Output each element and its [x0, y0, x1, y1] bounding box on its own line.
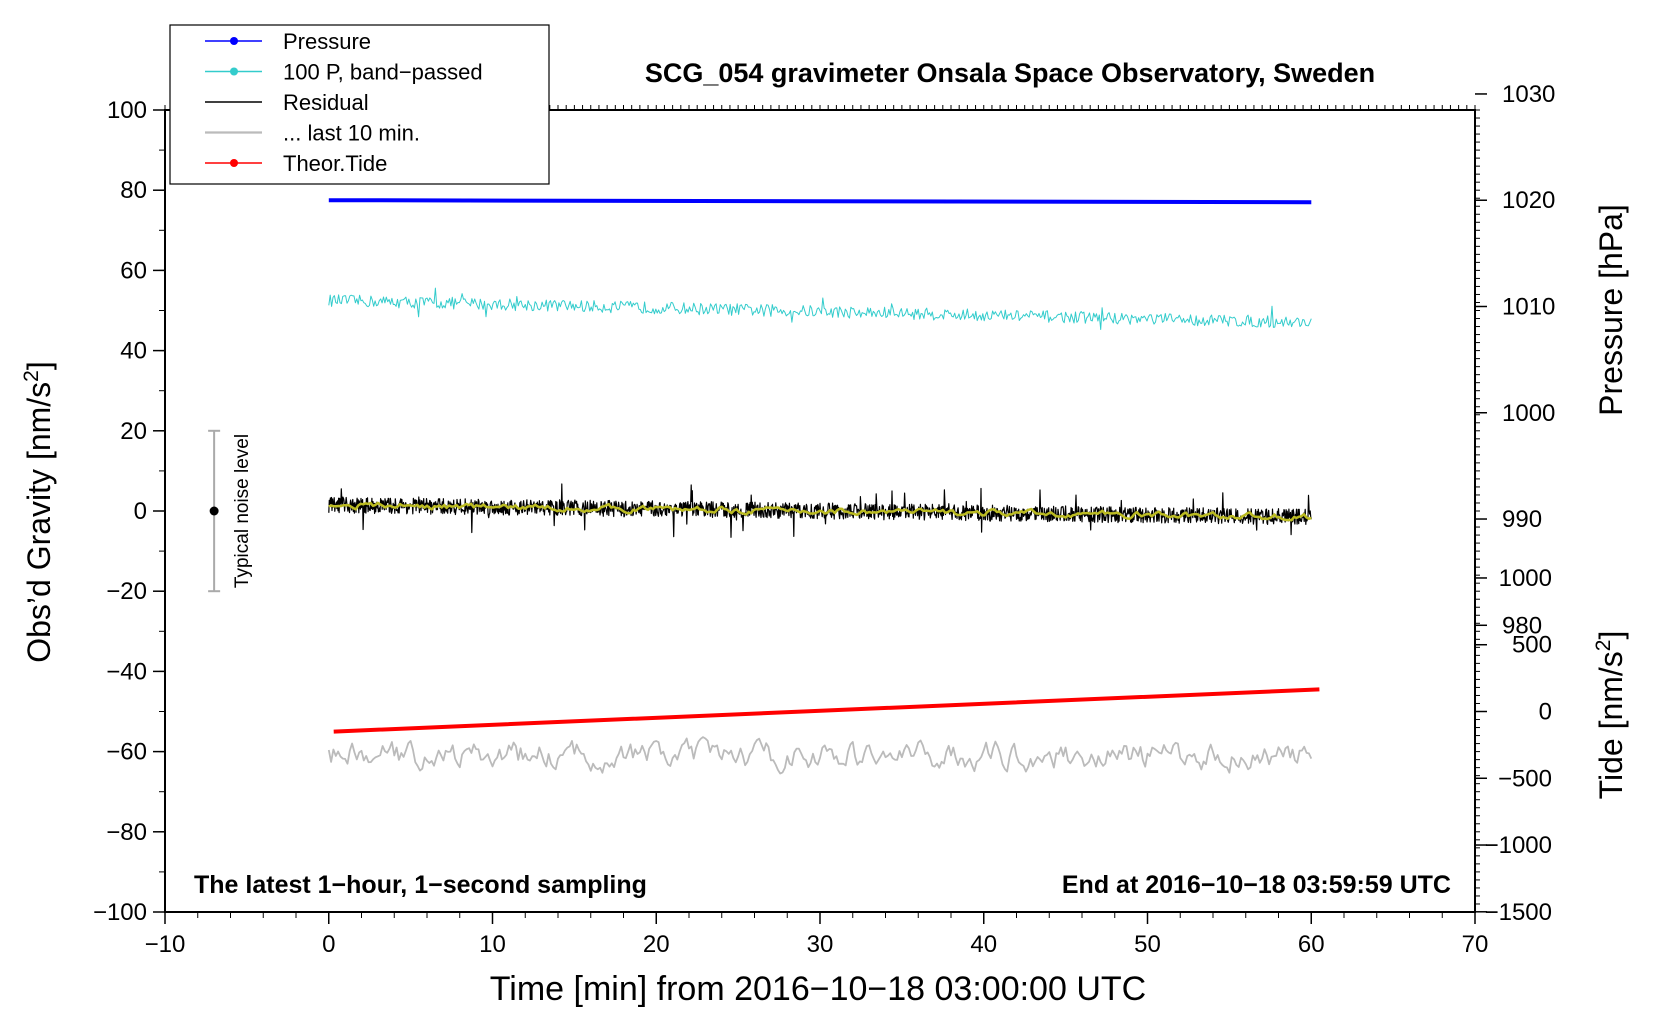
- y-tick-label: 100: [107, 97, 147, 124]
- legend-box: [169, 24, 550, 185]
- tide-tick-label: −1500: [1485, 899, 1552, 926]
- pressure-tick-label: 1000: [1502, 400, 1555, 427]
- y-tick-label: −20: [106, 578, 147, 605]
- x-tick-label: 0: [322, 931, 335, 958]
- series-residual-smoothed: [328, 501, 1312, 522]
- legend-label: ... last 10 min.: [283, 121, 420, 146]
- tide-tick-label: 0: [1539, 699, 1552, 726]
- tide-tick-label: −500: [1498, 765, 1552, 792]
- noise-bar: Typical noise level: [208, 429, 253, 593]
- pressure-axis-label: Pressure [hPa]: [1593, 204, 1629, 416]
- tide-axis-label-sup: 2: [1592, 640, 1615, 652]
- pressure-tick-label: 1010: [1502, 293, 1555, 320]
- x-tick-label: 20: [643, 931, 670, 958]
- tide-tick-label: −1000: [1485, 832, 1552, 859]
- series-residual: [328, 483, 1312, 538]
- x-tick-label: 30: [807, 931, 834, 958]
- y-tick-label: −80: [106, 819, 147, 846]
- legend-label: Residual: [283, 90, 369, 115]
- legend-label: Pressure: [283, 29, 371, 54]
- series-last-10-min: [327, 736, 1313, 775]
- y-axis-label: Obs’d Gravity [nm/s2]: [20, 361, 57, 663]
- x-tick-label: 50: [1134, 931, 1161, 958]
- legend-marker: [230, 159, 238, 167]
- tide-tick-label: 1000: [1499, 565, 1552, 592]
- x-tick-label: 10: [479, 931, 506, 958]
- pressure-axis: 1030 1020 1010 1000 990 980: [1475, 81, 1555, 639]
- y-tick-label: 40: [120, 338, 147, 365]
- tide-tick-label: 500: [1512, 632, 1552, 659]
- series-100-p-band-passed: [328, 287, 1312, 330]
- pressure-tick-label: 1020: [1502, 187, 1555, 214]
- tide-axis-label-close: ]: [1593, 631, 1629, 640]
- y-tick-label: 0: [134, 498, 147, 525]
- pressure-tick-label: 980: [1502, 612, 1542, 639]
- y-tick-label: 20: [120, 418, 147, 445]
- y-axis: 100 80 60 40 20 0 −20 −40 −60 −80 −100: [93, 97, 1480, 926]
- y-tick-label: 80: [120, 177, 147, 204]
- y-axis-label-sup: 2: [20, 370, 43, 382]
- noise-bar-center-point: [209, 506, 219, 516]
- pressure-tick-label: 1030: [1502, 81, 1555, 108]
- y-tick-label: −100: [93, 899, 147, 926]
- legend-marker: [230, 37, 238, 45]
- annotation-end-time: End at 2016−10−18 03:59:59 UTC: [1062, 871, 1451, 899]
- x-tick-label: −10: [145, 931, 186, 958]
- series-layer: [327, 198, 1320, 775]
- legend-marker: [230, 67, 238, 76]
- y-tick-label: −40: [106, 658, 147, 685]
- x-tick-label: 40: [970, 931, 997, 958]
- x-axis-label: Time [min] from 2016−10−18 03:00:00 UTC: [490, 970, 1146, 1008]
- legend-label: 100 P, band−passed: [283, 60, 483, 85]
- x-tick-label: 70: [1462, 931, 1489, 958]
- x-axis: −10 0 10 20 30 40 50 60 70: [145, 105, 1489, 958]
- x-tick-label: 60: [1298, 931, 1325, 958]
- tide-axis-label: Tide [nm/s2]: [1592, 631, 1629, 800]
- annotation-sampling: The latest 1−hour, 1−second sampling: [194, 871, 647, 899]
- series-pressure: [328, 198, 1312, 205]
- y-tick-label: −60: [106, 739, 147, 766]
- legend: Pressure 100 P, band−passed Residual ... la…: [169, 24, 550, 185]
- noise-bar-label: Typical noise level: [232, 434, 253, 588]
- y-tick-label: 60: [120, 257, 147, 284]
- y-axis-label-text: Obs’d Gravity [nm/s: [21, 382, 57, 663]
- y-axis-label-close: ]: [21, 361, 57, 370]
- chart-title: SCG_054 gravimeter Onsala Space Observat…: [645, 58, 1375, 88]
- tide-axis: 1000 500 0 −500 −1000 −1500: [1475, 565, 1552, 926]
- pressure-tick-label: 990: [1502, 506, 1542, 533]
- series-theor-tide: [333, 687, 1320, 734]
- legend-label: Theor.Tide: [283, 151, 387, 176]
- tide-axis-label-text: Tide [nm/s: [1593, 651, 1629, 799]
